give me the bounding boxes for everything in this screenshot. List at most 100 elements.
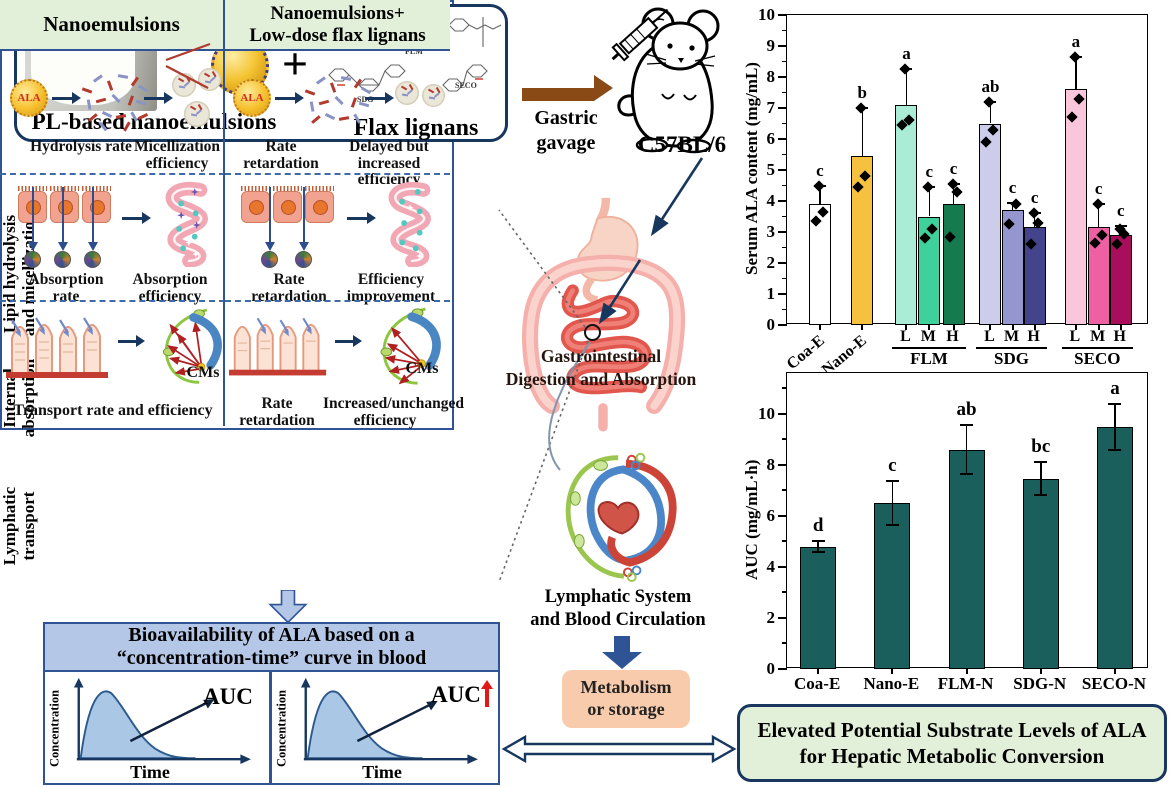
data-point bbox=[1069, 51, 1081, 63]
y-major-tick bbox=[778, 14, 787, 16]
y-tick-label: 4 bbox=[766, 191, 776, 210]
cell-lymphatic-nanoemulsion: CMs Transport rate and efficiency bbox=[0, 300, 225, 426]
fragment bbox=[309, 101, 315, 112]
x-tick bbox=[817, 669, 820, 674]
y-minor-tick bbox=[782, 29, 787, 32]
x-cat-label: Coa-E bbox=[794, 674, 841, 693]
table-header-nanoemulsions-lignans: Nanoemulsions+ Low-dose flax lignans bbox=[225, 0, 450, 51]
x-tick bbox=[1097, 325, 1100, 330]
group-underline bbox=[1061, 347, 1133, 349]
group-label: SDG bbox=[994, 349, 1029, 368]
pl-nanoemulsions-label: PL-based nanoemulsions bbox=[31, 109, 277, 134]
gavage-label-line1: Gastric bbox=[534, 107, 598, 129]
cms-label: CMs bbox=[405, 360, 439, 377]
dose-label: H bbox=[1113, 328, 1126, 345]
structure-label-flm: FLM bbox=[405, 47, 423, 56]
y-major-tick bbox=[778, 514, 787, 517]
error-bar bbox=[1075, 56, 1077, 90]
y-minor-tick bbox=[782, 642, 787, 645]
fragment bbox=[127, 95, 135, 106]
y-tick-label: 2 bbox=[766, 607, 776, 627]
y-major-tick bbox=[778, 76, 787, 78]
sig-label: a bbox=[1110, 377, 1120, 399]
villi-icon bbox=[229, 317, 327, 376]
dose-label: L bbox=[900, 328, 911, 345]
error-cap bbox=[885, 480, 899, 483]
conclusion-box: Elevated Potential Substrate Levels of A… bbox=[737, 704, 1167, 782]
bar bbox=[1022, 478, 1059, 669]
fragment bbox=[353, 113, 361, 124]
bar bbox=[918, 216, 941, 325]
micelle-icon bbox=[184, 101, 210, 127]
lymphatic-label-line1: Lymphatic System bbox=[544, 587, 692, 607]
nutrient-particle-icon bbox=[24, 251, 41, 268]
dose-label: H bbox=[1027, 328, 1040, 345]
serum-chart-plot-area: 0 1 2 3 4 5 6 7 8 9 10 c b a c c ab c c a c c bbox=[758, 5, 1148, 334]
fragment bbox=[318, 99, 330, 106]
row-label-lymphatic-transport: Lymphatic transport bbox=[0, 441, 41, 611]
lymphatic-label-line2: and Blood Circulation bbox=[530, 610, 706, 631]
sig-label: a bbox=[902, 44, 911, 64]
sig-label: c bbox=[1030, 188, 1039, 208]
bar bbox=[1023, 227, 1046, 325]
metabolism-line2: or storage bbox=[587, 699, 665, 719]
bar bbox=[979, 123, 1002, 325]
sig-label: c bbox=[1094, 179, 1103, 199]
arrow-down-icon bbox=[56, 187, 69, 251]
fragment bbox=[92, 74, 104, 83]
x-tick bbox=[1119, 325, 1122, 330]
error-bar bbox=[819, 185, 821, 205]
comparison-table: Nanoemulsions Nanoemulsions+ Low-dose fl… bbox=[0, 0, 464, 430]
lipid-fragments-icon bbox=[80, 73, 149, 132]
bioavailability-panel: Bioavailability of ALA based on a “conce… bbox=[43, 622, 500, 785]
error-cap bbox=[1034, 494, 1048, 497]
dose-label: L bbox=[984, 328, 995, 345]
y-major-tick bbox=[778, 463, 787, 466]
bar bbox=[851, 156, 874, 325]
lipid-fragments-icon bbox=[303, 75, 372, 127]
sig-label: c bbox=[949, 158, 958, 178]
gi-focus-circle bbox=[584, 324, 601, 341]
nutrient-particle-icon bbox=[261, 251, 278, 268]
auc-chart-plot-area: 0 2 4 6 8 10 d c ab bc a bbox=[758, 372, 1148, 678]
micelle-icon bbox=[422, 84, 445, 107]
villi-icon bbox=[6, 317, 108, 378]
x-tick bbox=[1033, 325, 1036, 330]
arrow-right-icon bbox=[144, 92, 173, 104]
x-tick bbox=[1039, 669, 1042, 674]
y-major-tick bbox=[778, 616, 787, 619]
nutrient-particle-icon bbox=[84, 251, 101, 268]
sig-label: c bbox=[888, 455, 897, 477]
y-tick-label: 7 bbox=[766, 98, 776, 117]
sig-label: bc bbox=[1031, 436, 1051, 458]
gavage-arrow-head bbox=[594, 75, 613, 101]
dose-label: H bbox=[946, 328, 959, 345]
concentration-axis-label: Concentration bbox=[47, 689, 62, 767]
group-underline bbox=[892, 347, 966, 349]
mouse-illustration bbox=[611, 7, 720, 154]
fragment bbox=[304, 89, 316, 96]
micelle-speck bbox=[203, 72, 211, 78]
cell-hydrolysis-nanoemulsion: ALA Hydrolysis rate Micellization effici… bbox=[0, 51, 225, 173]
chylomicron-transport-icon bbox=[380, 307, 441, 385]
nutrient-particle-icon bbox=[54, 251, 71, 268]
header-left-text: Nanoemulsions bbox=[43, 12, 180, 36]
bar bbox=[808, 204, 831, 325]
y-major-tick bbox=[778, 138, 787, 140]
x-tick bbox=[861, 325, 864, 330]
row-label-3-line1: Lymphatic bbox=[0, 486, 20, 566]
bio-title-line1: Bioavailability of ALA based on a bbox=[128, 624, 415, 646]
error-bar bbox=[891, 481, 894, 525]
error-cap bbox=[1108, 448, 1122, 451]
group-label: SECO bbox=[1074, 349, 1121, 368]
y-tick-label: 1 bbox=[766, 284, 776, 303]
y-tick-label: 0 bbox=[766, 315, 776, 334]
y-tick-label: 8 bbox=[766, 67, 776, 86]
fragment bbox=[338, 116, 350, 122]
error-bar bbox=[1040, 462, 1042, 496]
caption-transport-rate-efficiency: Transport rate and efficiency bbox=[13, 402, 213, 419]
fragment bbox=[88, 113, 98, 123]
y-major-tick bbox=[778, 169, 787, 171]
intestine-icon bbox=[165, 182, 208, 267]
error-bar bbox=[928, 187, 931, 217]
